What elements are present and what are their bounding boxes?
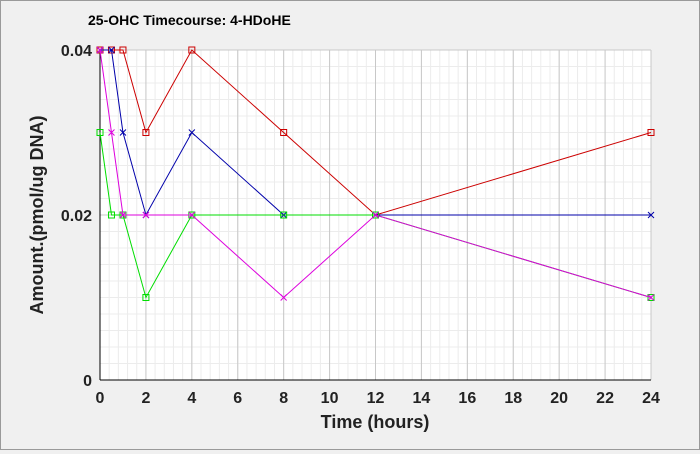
data-point-marker [142, 294, 150, 301]
data-point-marker [142, 211, 150, 219]
chart-title: 25-OHC Timecourse: 4-HDoHE [88, 12, 291, 28]
x-tick-label: 10 [321, 390, 339, 407]
data-point-marker [188, 211, 196, 219]
series-3 [96, 129, 655, 301]
x-tick-label: 4 [187, 390, 196, 407]
y-tick-label: 0.02 [61, 208, 92, 225]
marker-stroke [188, 129, 196, 136]
series-layer [96, 46, 655, 301]
data-point-marker [647, 294, 655, 301]
x-tick-label: 2 [141, 390, 150, 407]
marker-stroke [647, 211, 655, 219]
marker-stroke [280, 294, 288, 301]
data-point-marker [119, 46, 127, 54]
data-point-marker [188, 46, 196, 54]
x-tick-label: 18 [504, 390, 522, 407]
marker-stroke [142, 211, 150, 219]
x-tick-label: 0 [96, 390, 105, 407]
marker-stroke [119, 211, 127, 219]
marker-stroke [108, 46, 115, 54]
marker-stroke [372, 211, 379, 219]
data-point-marker [372, 211, 379, 219]
data-point-marker [96, 46, 104, 54]
x-tick-label: 22 [596, 390, 614, 407]
data-point-marker [372, 211, 379, 219]
x-tick-label: 24 [642, 390, 660, 407]
marker-stroke [647, 294, 655, 301]
x-axis-title: Time (hours) [321, 412, 430, 432]
data-point-marker [188, 129, 196, 136]
x-tick-label: 20 [550, 390, 568, 407]
x-tick-label: 16 [458, 390, 476, 407]
data-point-marker [280, 129, 288, 136]
data-point-marker [119, 211, 127, 219]
x-tick-label: 12 [367, 390, 385, 407]
data-point-marker [108, 129, 115, 136]
series-line [99, 132, 652, 299]
x-tick-label: 8 [279, 390, 288, 407]
y-tick-label: 0.04 [61, 43, 92, 60]
data-point-marker [107, 211, 115, 219]
marker-stroke [119, 129, 127, 136]
y-tick-label: 0 [83, 373, 92, 390]
marker-stroke [96, 46, 104, 54]
data-point-marker [96, 129, 104, 136]
data-point-marker [108, 46, 115, 54]
data-point-marker [119, 129, 127, 136]
data-point-marker [142, 129, 150, 136]
axes [99, 50, 651, 381]
data-point-marker [280, 294, 288, 301]
series-line [99, 49, 652, 299]
data-point-marker [647, 211, 655, 219]
series-line [100, 49, 652, 216]
marker-stroke [188, 211, 196, 219]
data-point-marker [647, 129, 655, 136]
y-axis-title: Amount.(pmol/ug DNA) [27, 116, 47, 315]
x-tick-label: 14 [413, 390, 431, 407]
series-4 [96, 46, 655, 301]
data-point-marker [280, 211, 288, 219]
marker-stroke [108, 129, 115, 136]
data-point-marker [647, 294, 655, 301]
x-tick-label: 6 [233, 390, 242, 407]
